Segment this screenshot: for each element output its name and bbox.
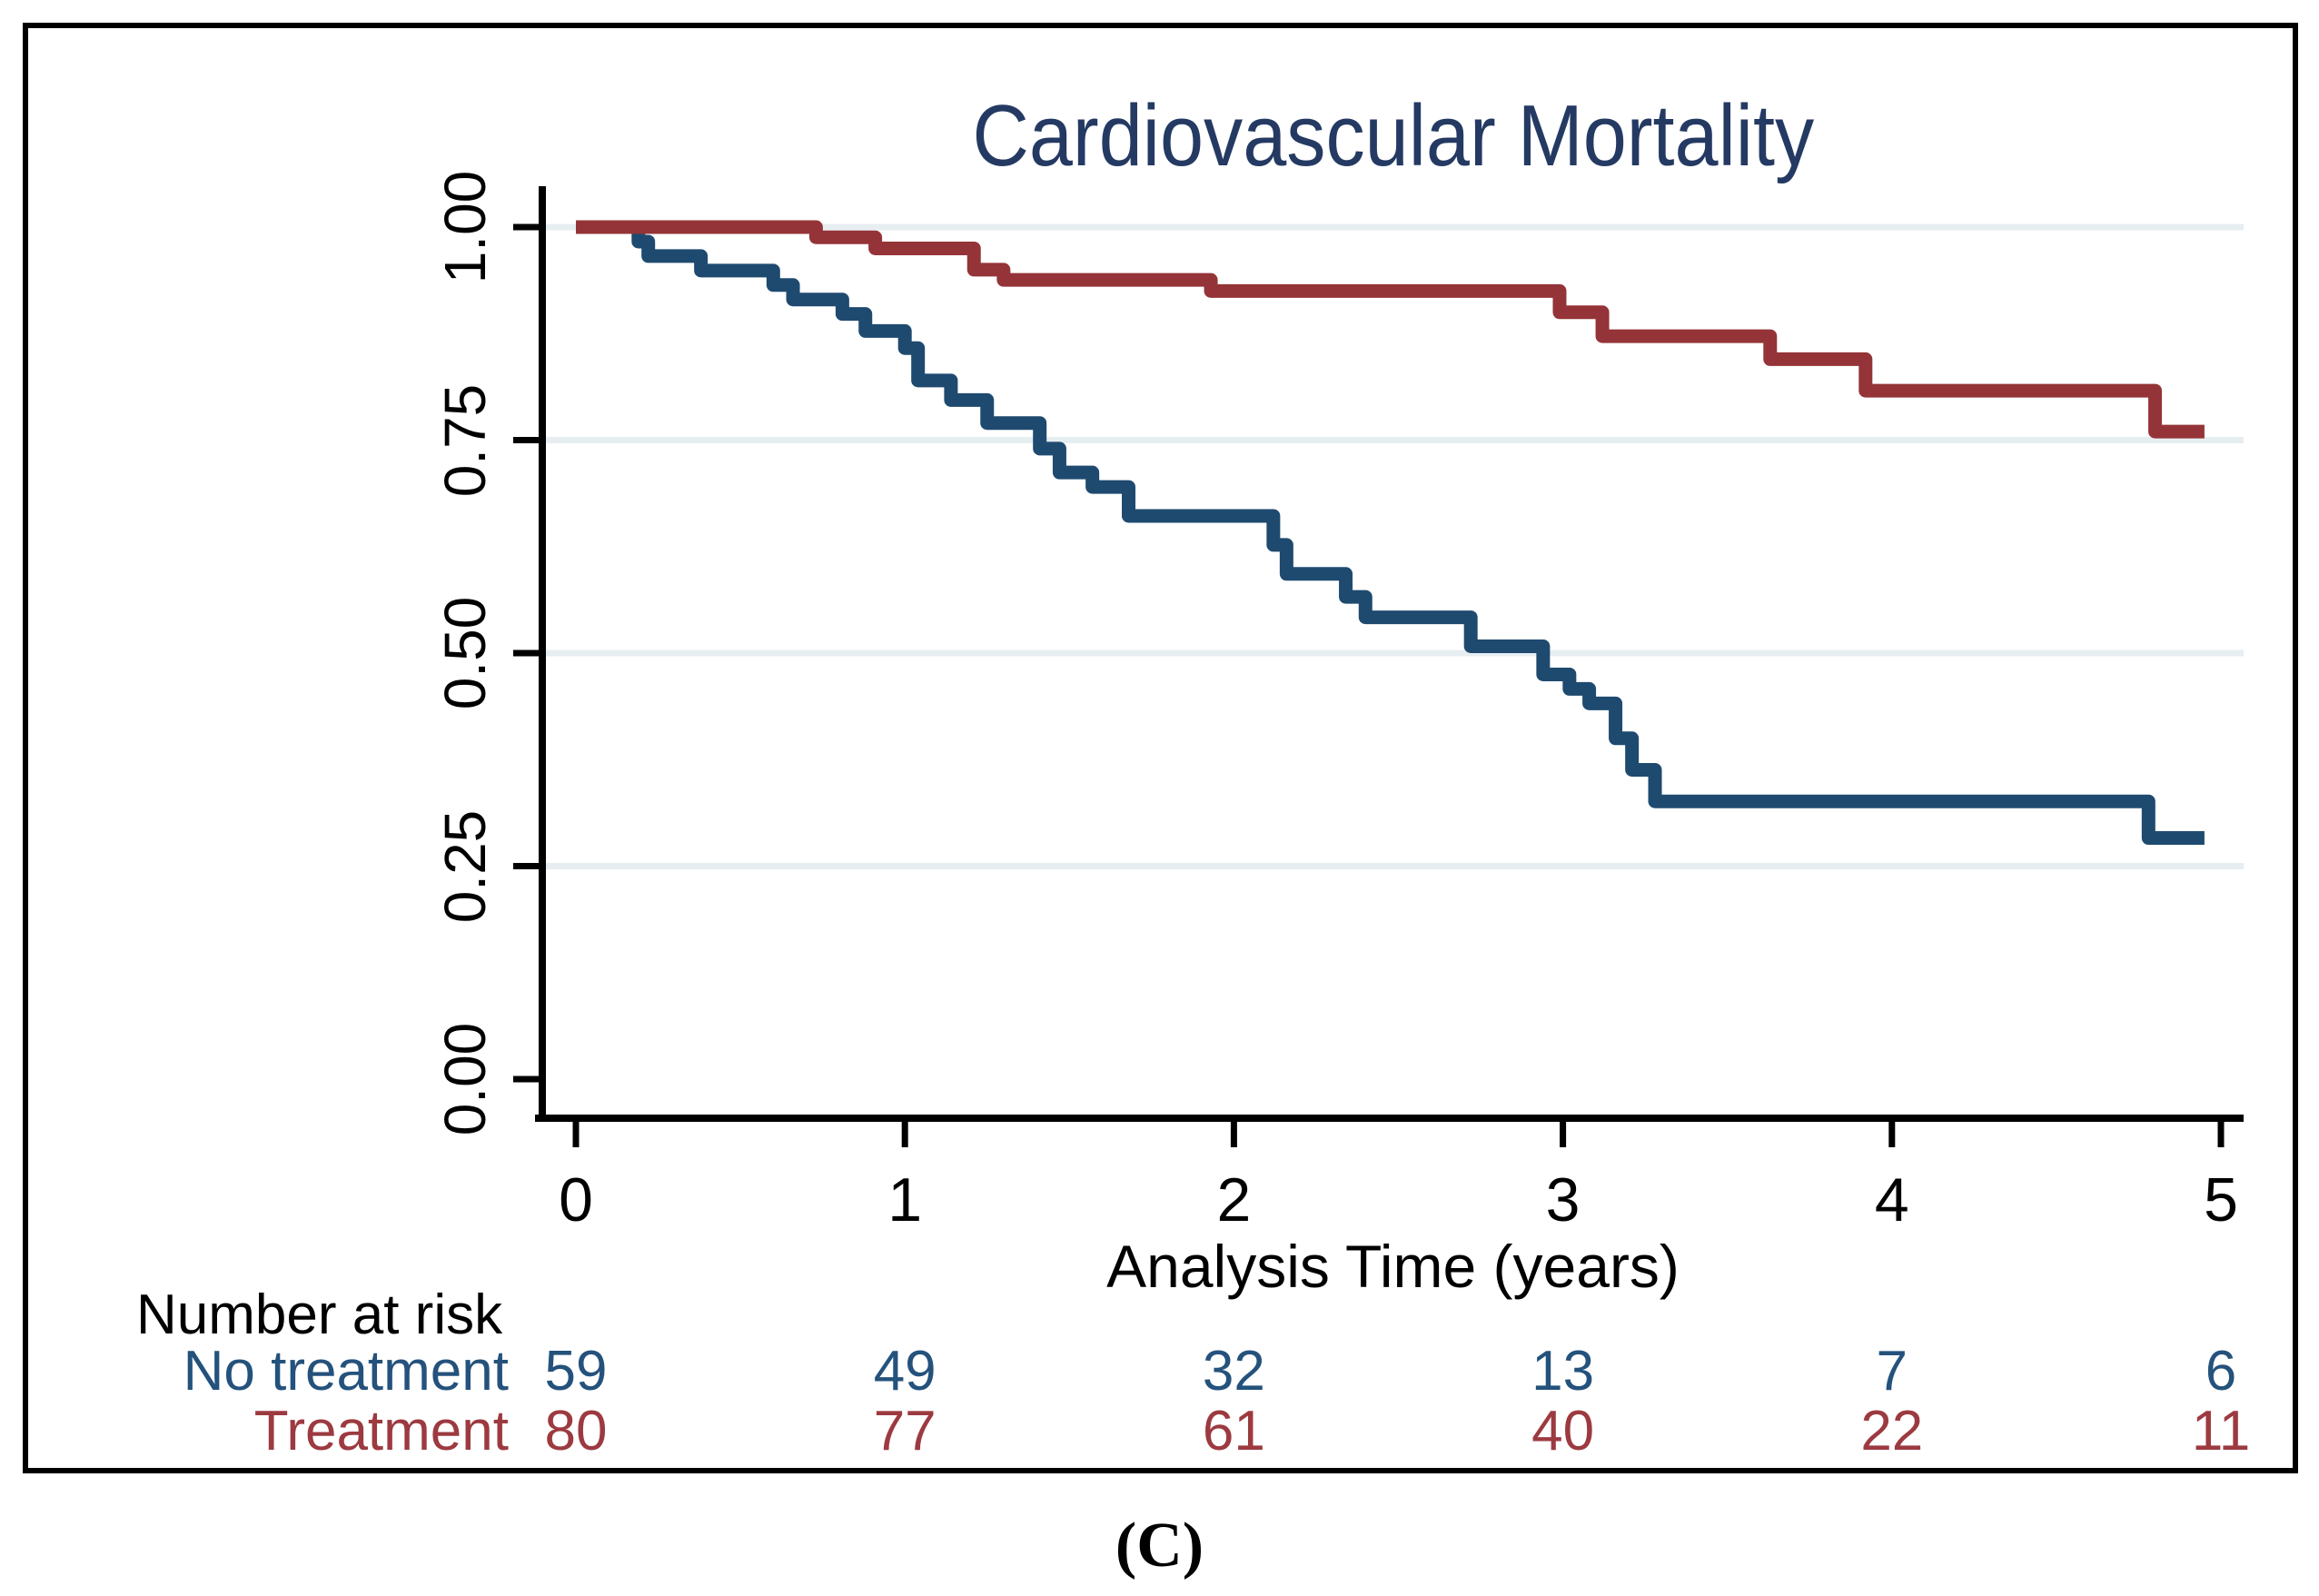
figure-caption: (C)	[1115, 1511, 1204, 1581]
y-tick-label-1.00: 1.00	[432, 170, 498, 284]
figure-border	[23, 23, 2298, 1473]
risk-value-no-treatment-t1: 49	[873, 1340, 937, 1403]
risk-value-no-treatment-t2: 32	[1202, 1340, 1265, 1403]
survival-curve-no-treatment	[576, 220, 2205, 846]
risk-value-treatment-t2: 61	[1202, 1400, 1265, 1462]
risk-row-label-treatment: Treatment	[253, 1400, 509, 1462]
x-tick-label-3: 3	[1545, 1165, 1581, 1234]
x-tick-label-5: 5	[2204, 1165, 2238, 1234]
x-tick-label-4: 4	[1874, 1165, 1909, 1234]
risk-value-no-treatment-t3: 13	[1531, 1340, 1595, 1403]
risk-value-treatment-t0: 80	[544, 1400, 608, 1462]
chart-title-text: Cardiovascular Mortality	[972, 87, 1814, 184]
y-tick-label-0.00: 0.00	[432, 1022, 498, 1136]
x-axis-title: Analysis Time (years)	[1106, 1233, 1680, 1300]
y-tick-label-0.25: 0.25	[432, 809, 498, 923]
risk-row-label-no-treatment: No treatment	[183, 1340, 509, 1403]
chart-title: Cardiovascular Mortality	[542, 86, 2244, 186]
risk-table-header: Number at risk	[136, 1284, 503, 1346]
risk-value-treatment-t4: 22	[1860, 1400, 1924, 1462]
y-tick-label-0.50: 0.50	[432, 596, 498, 710]
risk-value-treatment-t3: 40	[1531, 1400, 1595, 1462]
survival-curve-treatment	[576, 220, 2205, 439]
risk-value-treatment-t5: 11	[2191, 1400, 2251, 1462]
x-tick-label-2: 2	[1216, 1165, 1252, 1234]
risk-value-no-treatment-t5: 6	[2205, 1340, 2237, 1403]
y-tick-label-0.75: 0.75	[432, 383, 498, 497]
x-tick-label-0: 0	[559, 1165, 593, 1234]
risk-value-treatment-t1: 77	[873, 1400, 937, 1462]
risk-value-no-treatment-t0: 59	[544, 1340, 608, 1403]
x-tick-label-1: 1	[887, 1165, 923, 1234]
risk-value-no-treatment-t4: 7	[1876, 1340, 1908, 1403]
